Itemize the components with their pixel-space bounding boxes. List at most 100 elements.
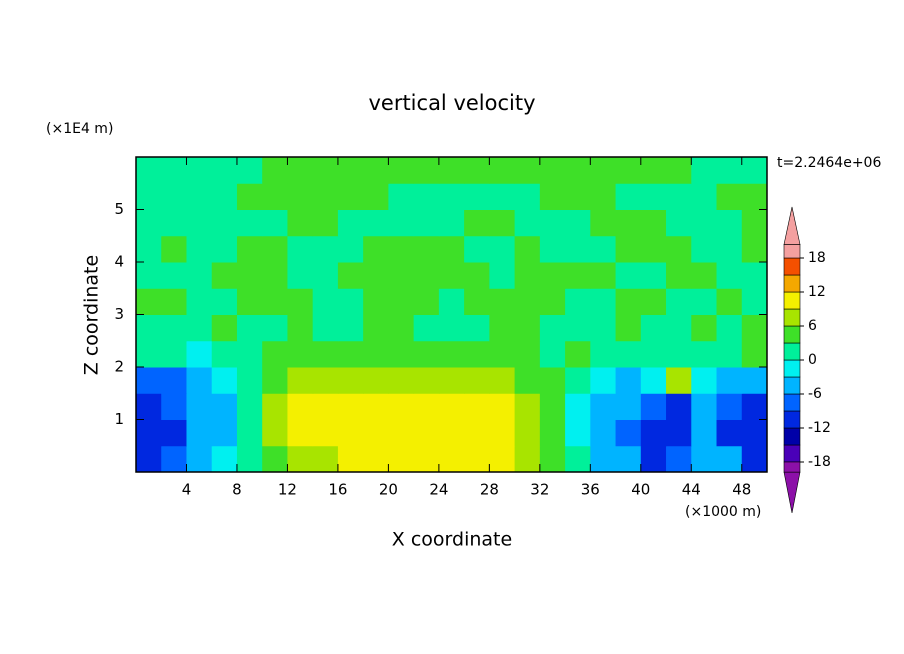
contour-cell [716, 235, 743, 263]
contour-cell [337, 235, 364, 263]
contour-cell [716, 419, 743, 447]
x-tick-label: 16 [328, 481, 347, 499]
contour-cell [211, 157, 238, 184]
contour-cell [262, 419, 288, 447]
contour-cell [666, 340, 692, 368]
contour-cell [489, 393, 516, 420]
contour-cell [565, 262, 591, 289]
contour-cell [388, 235, 415, 263]
contour-cell [236, 393, 263, 420]
contour-cell [363, 340, 389, 368]
contour-cell [363, 183, 389, 210]
contour-cell [211, 314, 238, 342]
colorbar-band [783, 376, 801, 395]
contour-cell [539, 445, 566, 473]
contour-cell [287, 288, 314, 315]
contour-cell [539, 209, 566, 237]
contour-cell [489, 262, 516, 289]
contour-cell [741, 288, 768, 315]
contour-cell [413, 367, 440, 394]
contour-cell [741, 314, 768, 342]
contour-cell [438, 340, 465, 368]
contour-cell [388, 393, 415, 420]
contour-cell [287, 314, 314, 342]
contour-cell [565, 393, 591, 420]
contour-cell [312, 262, 339, 289]
contour-cell [363, 262, 389, 289]
contour-cell [539, 393, 566, 420]
contour-cell [615, 288, 642, 315]
contour-cell [438, 262, 465, 289]
chart-title: vertical velocity [368, 91, 535, 115]
x-tick-label: 36 [581, 481, 600, 499]
x-tick-label: 28 [480, 481, 499, 499]
contour-cell [666, 445, 692, 473]
contour-cell [186, 262, 213, 289]
contour-cell [388, 157, 415, 184]
contour-cell [161, 157, 187, 184]
contour-cell [640, 340, 667, 368]
contour-cell [136, 288, 162, 315]
contour-cell [413, 262, 440, 289]
contour-cell [186, 209, 213, 237]
contour-cell [262, 288, 288, 315]
contour-cell [489, 157, 516, 184]
contour-cell [615, 183, 642, 210]
contour-cell [640, 367, 667, 394]
contour-cell [489, 367, 516, 394]
contour-cell [615, 314, 642, 342]
contour-cell [236, 157, 263, 184]
contour-cell [539, 314, 566, 342]
contour-cell [413, 288, 440, 315]
contour-cell [640, 235, 667, 263]
y-tick-label: 2 [114, 358, 124, 376]
colorbar-band [783, 308, 801, 327]
contour-cell [489, 419, 516, 447]
contour-cell [514, 262, 541, 289]
contour-cell [262, 340, 288, 368]
contour-cell [565, 209, 591, 237]
x-unit: (×1000 m) [685, 504, 761, 520]
contour-cell [287, 419, 314, 447]
contour-cell [640, 393, 667, 420]
contour-cell [716, 314, 743, 342]
colorbar-band [783, 244, 801, 259]
contour-cell [464, 183, 490, 210]
contour-cell [438, 314, 465, 342]
colorbar-tick-label: 18 [808, 250, 826, 266]
contour-cell [363, 445, 389, 473]
contour-cell [236, 262, 263, 289]
contour-cell [716, 183, 743, 210]
contour-cell [136, 209, 162, 237]
colorbar-tick-label: 12 [808, 284, 826, 300]
contour-cell [161, 445, 187, 473]
contour-cell [615, 367, 642, 394]
contour-cell [489, 314, 516, 342]
contour-cell [514, 340, 541, 368]
contour-cell [337, 262, 364, 289]
contour-cell [312, 183, 339, 210]
contour-cell [186, 235, 213, 263]
contour-cell [514, 183, 541, 210]
contour-cell [539, 340, 566, 368]
contour-cell [716, 262, 743, 289]
contour-cell [363, 157, 389, 184]
contour-cell [691, 367, 718, 394]
contour-cell [161, 314, 187, 342]
x-tick-label: 44 [682, 481, 701, 499]
contour-cell [211, 340, 238, 368]
x-tick-label: 32 [530, 481, 549, 499]
contour-cell [363, 419, 389, 447]
contour-cell [287, 183, 314, 210]
contour-cell [388, 445, 415, 473]
contour-cell [186, 419, 213, 447]
contour-cell [691, 288, 718, 315]
contour-cell [211, 209, 238, 237]
colorbar-band [783, 410, 801, 429]
time-label: t=2.2464e+06 [777, 155, 881, 171]
contour-cell [640, 209, 667, 237]
contour-cell [464, 445, 490, 473]
contour-cell [741, 445, 768, 473]
contour-cell [413, 419, 440, 447]
